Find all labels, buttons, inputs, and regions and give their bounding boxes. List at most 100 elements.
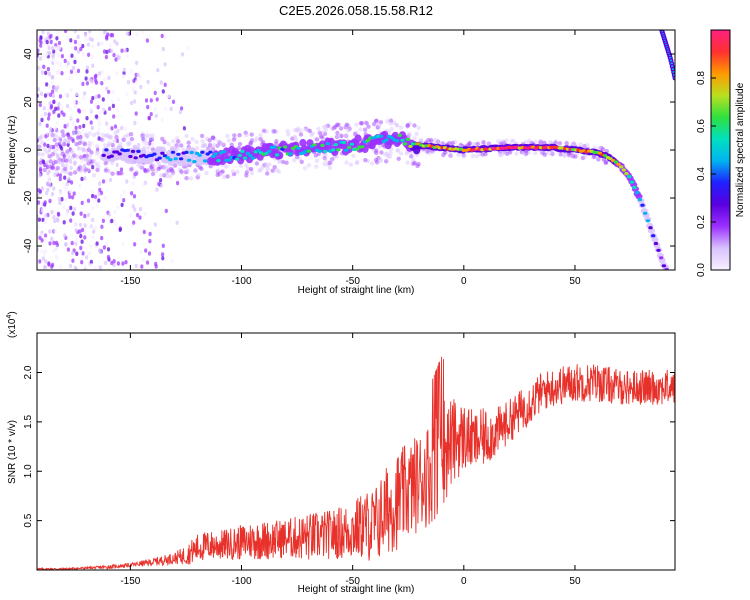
noise-speckle bbox=[106, 134, 110, 140]
track-halo bbox=[254, 161, 260, 166]
track-halo bbox=[379, 150, 384, 155]
noise-speckle bbox=[60, 30, 64, 33]
noise-speckle bbox=[123, 48, 127, 53]
snr-scale-label: (x104) bbox=[6, 311, 18, 338]
track-halo bbox=[583, 154, 588, 159]
track-halo bbox=[82, 140, 87, 146]
noise-speckle bbox=[57, 197, 62, 202]
noise-speckle bbox=[49, 92, 53, 98]
noise-speckle bbox=[91, 95, 95, 101]
track-halo bbox=[181, 147, 186, 152]
noise-speckle bbox=[88, 77, 92, 82]
noise-speckle bbox=[90, 125, 94, 131]
noise-speckle bbox=[45, 123, 49, 128]
noise-speckle bbox=[161, 243, 165, 248]
track-halo bbox=[95, 164, 101, 169]
noise-speckle bbox=[102, 245, 106, 250]
noise-speckle bbox=[37, 65, 40, 71]
track-halo bbox=[56, 136, 62, 141]
noise-speckle bbox=[97, 126, 101, 132]
track-halo bbox=[225, 174, 230, 179]
track-core bbox=[643, 211, 648, 215]
noise-speckle bbox=[48, 179, 52, 185]
track-halo bbox=[270, 168, 275, 173]
track-halo bbox=[217, 140, 222, 145]
track-halo bbox=[110, 142, 115, 148]
noise-speckle bbox=[43, 236, 48, 242]
track-halo bbox=[177, 167, 183, 173]
noise-speckle bbox=[149, 98, 153, 103]
track-halo bbox=[395, 148, 401, 153]
track-halo bbox=[557, 141, 563, 146]
track-halo bbox=[79, 146, 85, 152]
noise-speckle bbox=[41, 256, 46, 261]
track-halo bbox=[193, 168, 198, 173]
track-halo bbox=[110, 171, 115, 176]
track-halo bbox=[244, 132, 249, 138]
noise-speckle bbox=[69, 165, 73, 171]
track-core bbox=[160, 151, 165, 155]
track-halo bbox=[386, 129, 392, 134]
noise-speckle bbox=[91, 193, 95, 199]
noise-speckle bbox=[46, 67, 51, 72]
track-halo bbox=[42, 147, 47, 152]
track-halo bbox=[388, 121, 393, 126]
track-halo bbox=[292, 158, 297, 163]
noise-speckle bbox=[73, 161, 77, 166]
snr-scale-prefix: (x10 bbox=[7, 318, 18, 338]
noise-speckle bbox=[65, 181, 69, 187]
track-halo bbox=[108, 134, 113, 139]
noise-speckle bbox=[134, 111, 138, 116]
track-halo bbox=[258, 137, 263, 142]
noise-speckle bbox=[37, 188, 41, 193]
track-halo bbox=[64, 163, 69, 168]
noise-speckle bbox=[132, 78, 136, 84]
track-halo bbox=[108, 135, 113, 140]
track-halo bbox=[249, 167, 254, 172]
track-halo bbox=[138, 164, 143, 170]
track-core bbox=[226, 158, 232, 162]
noise-speckle bbox=[98, 121, 102, 127]
track-halo bbox=[378, 120, 384, 125]
track-outer bbox=[299, 138, 307, 147]
track-core bbox=[344, 148, 349, 152]
track-halo bbox=[526, 150, 531, 155]
noise-speckle bbox=[97, 198, 101, 203]
noise-speckle bbox=[60, 54, 64, 59]
track-halo bbox=[95, 151, 100, 156]
noise-speckle bbox=[66, 142, 70, 147]
noise-speckle bbox=[116, 128, 120, 134]
track-halo bbox=[119, 171, 124, 176]
noise-speckle bbox=[163, 62, 167, 67]
noise-speckle bbox=[89, 259, 93, 265]
track-halo bbox=[100, 137, 106, 143]
noise-speckle bbox=[132, 194, 137, 199]
noise-speckle bbox=[52, 99, 56, 105]
track-halo bbox=[107, 140, 113, 146]
track-halo bbox=[170, 170, 176, 175]
noise-speckle bbox=[71, 30, 75, 33]
noise-speckle bbox=[91, 205, 95, 211]
track-halo bbox=[475, 141, 480, 146]
noise-speckle bbox=[88, 251, 92, 256]
track-halo bbox=[335, 134, 341, 139]
track-halo bbox=[566, 152, 572, 157]
noise-speckle bbox=[44, 216, 48, 221]
track-halo bbox=[412, 123, 417, 128]
track-halo bbox=[133, 171, 138, 177]
track-halo bbox=[585, 143, 590, 148]
noise-speckle bbox=[58, 190, 62, 196]
track-core bbox=[104, 148, 109, 152]
noise-speckle bbox=[42, 251, 46, 256]
noise-speckle bbox=[44, 134, 48, 139]
track-halo bbox=[133, 171, 139, 176]
track-halo bbox=[180, 170, 185, 176]
noise-speckle bbox=[82, 95, 86, 101]
track-core bbox=[288, 152, 293, 156]
noise-speckle bbox=[83, 176, 87, 181]
track-halo bbox=[215, 168, 220, 174]
noise-speckle bbox=[73, 207, 77, 212]
noise-speckle bbox=[149, 137, 153, 142]
track-halo bbox=[599, 145, 604, 151]
track-halo bbox=[210, 135, 216, 140]
